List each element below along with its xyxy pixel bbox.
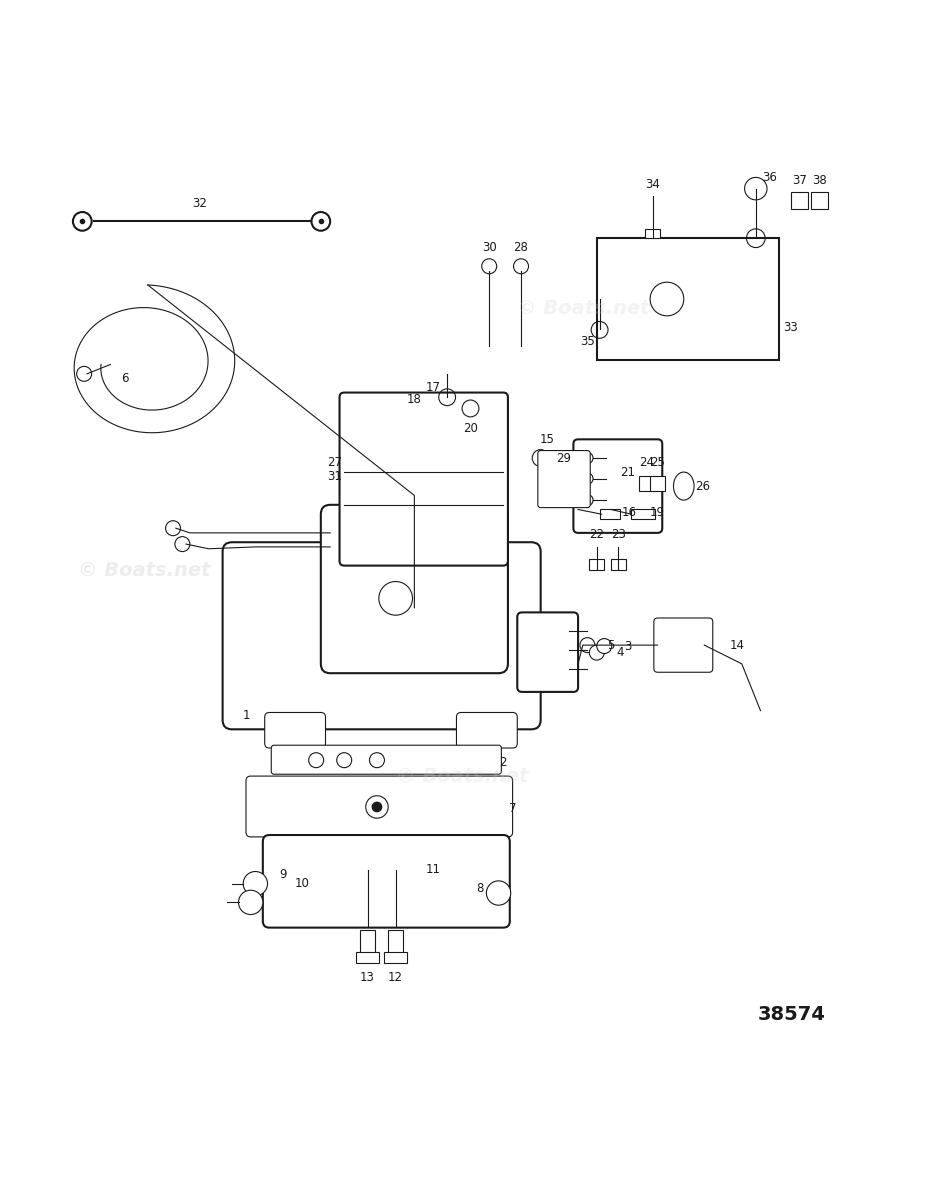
Circle shape	[238, 891, 263, 914]
Circle shape	[597, 638, 612, 654]
Bar	[599, 510, 620, 518]
Text: 9: 9	[279, 868, 287, 881]
Text: 16: 16	[622, 505, 637, 518]
Text: 35: 35	[580, 335, 595, 348]
FancyBboxPatch shape	[246, 776, 513, 836]
Text: 32: 32	[192, 197, 207, 210]
Bar	[631, 509, 655, 518]
Bar	[646, 229, 661, 238]
Text: 15: 15	[540, 432, 554, 445]
Text: 36: 36	[762, 171, 777, 184]
Text: 20: 20	[463, 422, 478, 435]
Text: 34: 34	[646, 178, 661, 191]
Text: 4: 4	[616, 646, 624, 660]
Text: 12: 12	[389, 971, 403, 984]
Bar	[791, 192, 808, 210]
FancyBboxPatch shape	[597, 238, 779, 359]
FancyBboxPatch shape	[263, 835, 510, 927]
FancyBboxPatch shape	[321, 505, 508, 673]
Circle shape	[379, 582, 412, 615]
Text: 6: 6	[120, 372, 128, 385]
Text: 10: 10	[295, 878, 310, 891]
Text: 7: 7	[509, 802, 517, 815]
Circle shape	[589, 646, 604, 660]
Text: 38: 38	[812, 173, 827, 186]
Text: 11: 11	[425, 863, 440, 876]
Circle shape	[582, 495, 593, 505]
Text: 26: 26	[695, 479, 710, 492]
Text: 8: 8	[476, 882, 484, 895]
Circle shape	[243, 872, 267, 895]
Circle shape	[582, 474, 593, 484]
FancyBboxPatch shape	[538, 450, 590, 508]
FancyBboxPatch shape	[654, 618, 712, 673]
Circle shape	[580, 637, 595, 653]
Text: 14: 14	[729, 638, 744, 651]
Bar	[811, 192, 828, 210]
Text: © Boats.net: © Boats.net	[77, 561, 210, 580]
Text: 28: 28	[514, 241, 529, 254]
Bar	[611, 560, 626, 570]
Text: 17: 17	[425, 382, 440, 395]
Text: 23: 23	[611, 528, 626, 541]
FancyBboxPatch shape	[573, 439, 662, 532]
Text: 25: 25	[650, 456, 665, 469]
Text: © Boats.net: © Boats.net	[518, 299, 650, 318]
Text: 3: 3	[624, 640, 631, 653]
Bar	[357, 952, 379, 964]
Text: 19: 19	[650, 505, 665, 518]
Bar	[639, 476, 654, 491]
Text: 22: 22	[589, 528, 604, 541]
Text: 37: 37	[792, 173, 807, 186]
Circle shape	[391, 472, 438, 518]
Text: 1: 1	[242, 709, 249, 722]
Text: 13: 13	[360, 971, 375, 984]
Text: 24: 24	[639, 456, 654, 469]
Ellipse shape	[368, 494, 461, 525]
Bar	[385, 952, 407, 964]
FancyBboxPatch shape	[271, 746, 502, 774]
Text: 31: 31	[327, 470, 343, 483]
Text: © Boats.net: © Boats.net	[395, 767, 528, 786]
Text: 30: 30	[482, 241, 497, 254]
Bar	[589, 560, 604, 570]
Text: 5: 5	[607, 638, 614, 651]
Text: 33: 33	[783, 320, 798, 333]
FancyBboxPatch shape	[223, 542, 541, 729]
Circle shape	[582, 452, 593, 464]
FancyBboxPatch shape	[518, 613, 578, 691]
Bar	[650, 476, 665, 491]
FancyBboxPatch shape	[340, 392, 508, 565]
Text: 21: 21	[620, 465, 635, 478]
FancyBboxPatch shape	[264, 713, 326, 748]
FancyBboxPatch shape	[456, 713, 518, 748]
Text: 2: 2	[500, 755, 507, 768]
Text: 38574: 38574	[758, 1005, 826, 1024]
Bar	[389, 931, 403, 954]
Circle shape	[373, 802, 382, 812]
Circle shape	[486, 881, 511, 905]
Text: 29: 29	[556, 451, 571, 464]
Ellipse shape	[674, 472, 694, 501]
Bar	[360, 931, 375, 954]
Text: 27: 27	[327, 456, 343, 469]
Text: 18: 18	[407, 392, 422, 405]
